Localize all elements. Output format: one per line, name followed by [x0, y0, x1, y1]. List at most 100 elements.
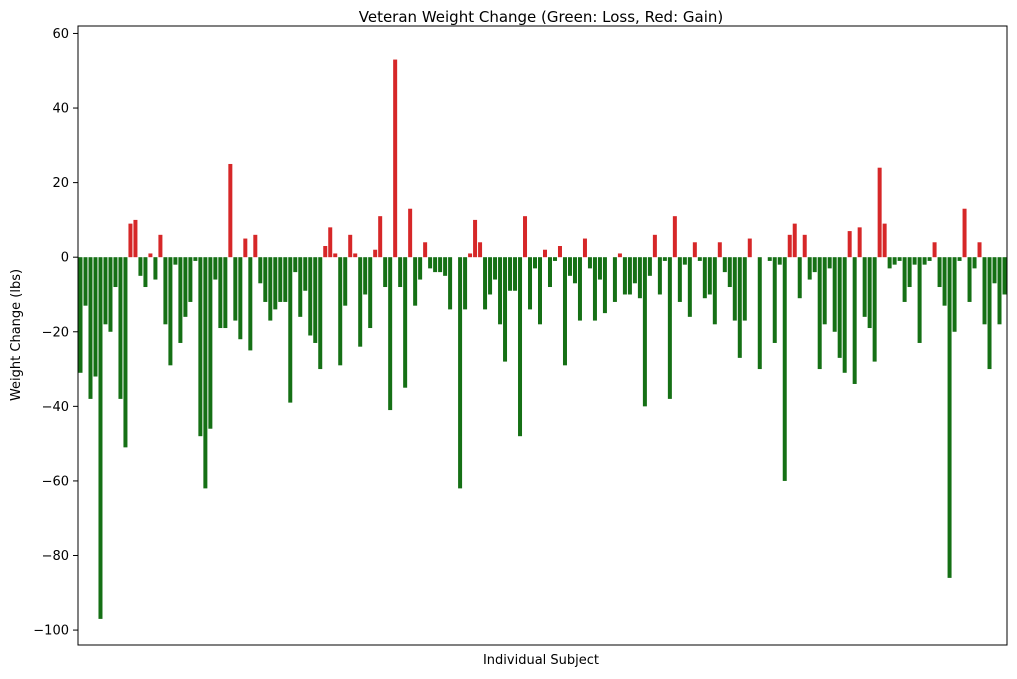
bar-subject-24 — [193, 257, 198, 261]
bar-subject-46 — [303, 257, 308, 291]
bar-subject-126 — [702, 257, 707, 299]
chart-title: Veteran Weight Change (Green: Loss, Red:… — [359, 8, 724, 26]
bar-subject-111 — [627, 257, 632, 295]
bar-subject-42 — [283, 257, 288, 302]
bar-subject-167 — [907, 257, 912, 288]
bar-subject-71 — [428, 257, 433, 269]
bar-subject-14 — [143, 257, 148, 288]
bar-subject-8 — [113, 257, 118, 288]
bar-subject-119 — [667, 257, 672, 399]
bar-subject-181 — [977, 242, 982, 258]
bar-subject-78 — [463, 257, 468, 310]
bar-subject-86 — [503, 257, 508, 362]
bar-subject-163 — [887, 257, 892, 269]
bar-subject-185 — [997, 257, 1002, 325]
bar-subject-15 — [148, 253, 153, 258]
bar-subject-36 — [253, 234, 258, 258]
bar-subject-129 — [717, 242, 722, 258]
bar-subject-75 — [448, 257, 453, 310]
bar-subject-37 — [258, 257, 263, 284]
bar-subject-186 — [1002, 257, 1007, 295]
bar-subject-157 — [857, 227, 862, 258]
bar-subject-105 — [597, 257, 602, 280]
bar-subject-81 — [478, 242, 483, 258]
bar-subject-139 — [767, 257, 772, 261]
bar-subject-25 — [198, 257, 203, 437]
x-axis-label: Individual Subject — [483, 653, 599, 668]
bar-subject-133 — [737, 257, 742, 358]
bar-subject-166 — [902, 257, 907, 302]
bar-subject-93 — [538, 257, 542, 325]
bar-subject-146 — [802, 234, 807, 258]
bar-subject-65 — [398, 257, 403, 288]
bar-subject-90 — [523, 216, 528, 258]
bar-subject-77 — [458, 257, 463, 489]
bar-subject-72 — [433, 257, 438, 273]
bar-subject-174 — [942, 257, 947, 306]
bar-subject-161 — [877, 167, 882, 258]
bar-subject-158 — [862, 257, 867, 317]
y-tick-label: −60 — [42, 474, 69, 489]
y-tick-label: −20 — [42, 325, 69, 340]
bar-subject-11 — [128, 223, 133, 258]
bar-subject-102 — [582, 238, 587, 258]
bar-subject-104 — [592, 257, 597, 321]
bar-subject-62 — [383, 257, 388, 288]
bar-subject-44 — [293, 257, 298, 273]
bar-subject-97 — [557, 246, 562, 258]
bar-subject-101 — [577, 257, 582, 321]
bar-subject-82 — [483, 257, 488, 310]
bar-subject-140 — [772, 257, 777, 343]
bar-subject-84 — [493, 257, 498, 280]
bar-subject-51 — [328, 227, 333, 258]
bar-subject-23 — [188, 257, 193, 302]
bar-subject-73 — [438, 257, 443, 273]
bar-subject-184 — [992, 257, 997, 284]
y-tick-label: 0 — [61, 251, 69, 266]
bar-subject-137 — [757, 257, 762, 370]
bar-subject-38 — [263, 257, 268, 302]
bar-subject-164 — [892, 257, 897, 265]
bar-subject-127 — [707, 257, 712, 295]
bar-subject-3 — [88, 257, 93, 399]
bar-subject-131 — [727, 257, 732, 288]
bar-subject-21 — [178, 257, 183, 343]
bar-subject-180 — [972, 257, 977, 269]
bar-subject-39 — [268, 257, 273, 321]
bar-subject-168 — [912, 257, 917, 265]
bar-subject-67 — [408, 208, 413, 258]
bar-subject-176 — [952, 257, 957, 332]
bar-subject-5 — [98, 257, 103, 619]
bar-subject-147 — [807, 257, 812, 280]
bar-subject-13 — [138, 257, 143, 276]
bar-subject-182 — [982, 257, 987, 325]
bar-subject-150 — [822, 257, 827, 325]
bar-subject-52 — [333, 253, 338, 258]
bar-subject-19 — [168, 257, 173, 366]
bar-subject-155 — [847, 231, 852, 258]
bar-subject-170 — [922, 257, 927, 265]
bar-subject-149 — [817, 257, 822, 370]
bar-subject-9 — [118, 257, 123, 399]
bar-subject-142 — [782, 257, 787, 481]
y-tick-label: 20 — [52, 176, 69, 191]
bar-subject-121 — [677, 257, 682, 302]
bar-subject-28 — [213, 257, 218, 280]
bar-subject-143 — [787, 234, 792, 258]
bar-subject-61 — [378, 216, 383, 258]
bar-subject-33 — [238, 257, 243, 340]
bar-subject-17 — [158, 234, 163, 258]
bar-subject-169 — [917, 257, 922, 343]
bar-subject-22 — [183, 257, 188, 317]
bar-subject-26 — [203, 257, 208, 489]
bar-subject-132 — [732, 257, 737, 321]
bar-subject-152 — [832, 257, 837, 332]
bar-subject-171 — [927, 257, 932, 261]
bar-subject-20 — [173, 257, 178, 265]
y-axis-label: Weight Change (lbs) — [9, 269, 24, 401]
y-tick-label: −40 — [42, 400, 69, 415]
bar-subject-159 — [867, 257, 872, 329]
bar-subject-122 — [682, 257, 687, 265]
bar-subject-92 — [533, 257, 538, 269]
